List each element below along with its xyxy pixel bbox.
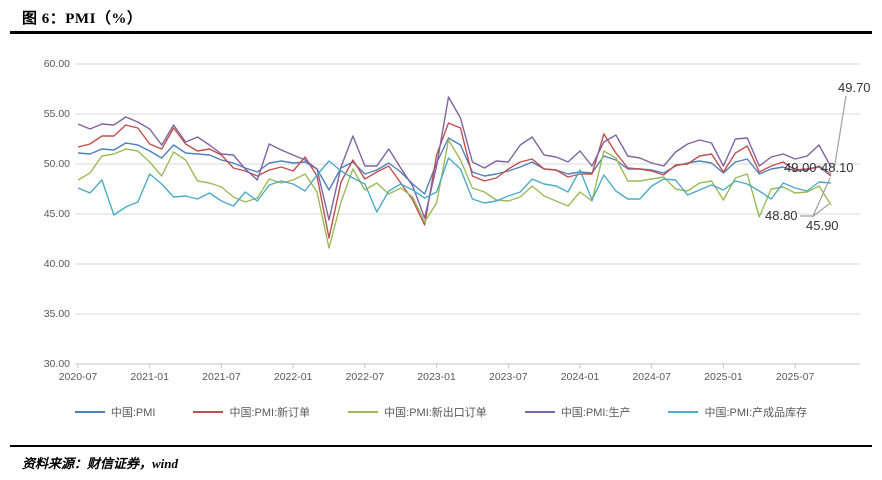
legend-line-swatch [74, 411, 105, 413]
legend-item-中国:PMI:新出口订单: 中国:PMI:新出口订单 [348, 404, 487, 420]
title-rule [10, 31, 872, 34]
end-value-label-中国:PMI:新出口订单: 45.90 [806, 218, 839, 233]
legend-line-swatch [193, 411, 224, 413]
figure-title: 图 6：PMI（%） [22, 11, 143, 27]
series-line-中国:PMI [77, 137, 832, 195]
series-line-中国:PMI:生产 [77, 96, 832, 221]
callout-leader-line [833, 95, 847, 171]
end-value-label-中国:PMI:新订单: 48.80 [765, 208, 798, 223]
x-tick-label: 2023-07 [489, 371, 528, 383]
y-tick-label: 55.00 [43, 108, 70, 120]
x-tick-label: 2022-01 [273, 371, 313, 383]
legend-label: 中国:PMI:生产 [560, 407, 631, 419]
x-tick-label: 2025-07 [775, 371, 815, 383]
legend-label: 中国:PMI:新出口订单 [384, 407, 487, 419]
legend-item-中国:PMI: 中国:PMI [74, 404, 156, 420]
series-line-中国:PMI:产成品库存 [77, 157, 832, 216]
x-tick-label: 2025-01 [704, 371, 743, 383]
chart-legend: 中国:PMI 中国:PMI:新订单 中国:PMI:新出口订单 中国:PMI:生产 中国:… [0, 403, 882, 421]
source-text: 资料来源：财信证券，wind [22, 456, 179, 471]
x-tick-label: 2024-07 [632, 371, 671, 383]
legend-line-swatch [668, 411, 699, 413]
end-value-label-中国:PMI: 49.00 [784, 160, 817, 175]
y-tick-label: 50.00 [43, 158, 70, 170]
legend-item-中国:PMI:新订单: 中国:PMI:新订单 [193, 404, 310, 420]
y-tick-label: 30.00 [43, 358, 70, 370]
x-tick-label: 2021-01 [130, 371, 169, 383]
callout-leader-line [811, 203, 830, 218]
callout-leader-line [821, 169, 832, 175]
x-tick-label: 2022-07 [345, 371, 385, 383]
end-value-label-中国:PMI:产成品库存: 48.10 [821, 160, 854, 175]
y-tick-label: 40.00 [43, 258, 70, 270]
series-line-中国:PMI:新订单 [77, 122, 832, 239]
legend-item-中国:PMI:生产: 中国:PMI:生产 [524, 404, 631, 420]
legend-label: 中国:PMI:产成品库存 [704, 407, 808, 419]
x-tick-label: 2020-07 [58, 371, 98, 383]
legend-label: 中国:PMI:新订单 [229, 407, 311, 419]
y-tick-label: 60.00 [43, 58, 70, 70]
source-rule [10, 445, 872, 447]
legend-line-swatch [348, 411, 379, 413]
legend-label: 中国:PMI [110, 407, 156, 419]
legend-item-中国:PMI:产成品库存: 中国:PMI:产成品库存 [668, 404, 807, 420]
y-tick-label: 35.00 [43, 308, 70, 320]
y-tick-label: 45.00 [43, 208, 70, 220]
legend-line-swatch [524, 411, 555, 413]
x-tick-label: 2021-07 [202, 371, 241, 383]
end-value-label-中国:PMI:生产: 49.70 [838, 80, 871, 95]
x-tick-label: 2023-01 [417, 371, 456, 383]
x-tick-label: 2024-01 [560, 371, 600, 383]
series-line-中国:PMI:新出口订单 [77, 139, 832, 249]
